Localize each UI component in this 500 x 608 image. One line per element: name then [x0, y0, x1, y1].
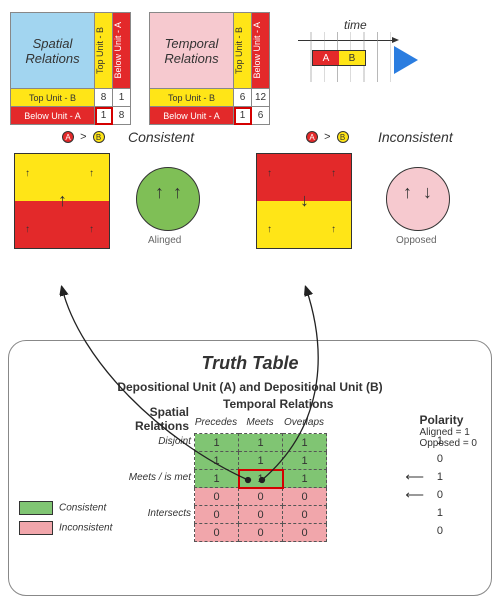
connector-arrows — [0, 0, 500, 608]
